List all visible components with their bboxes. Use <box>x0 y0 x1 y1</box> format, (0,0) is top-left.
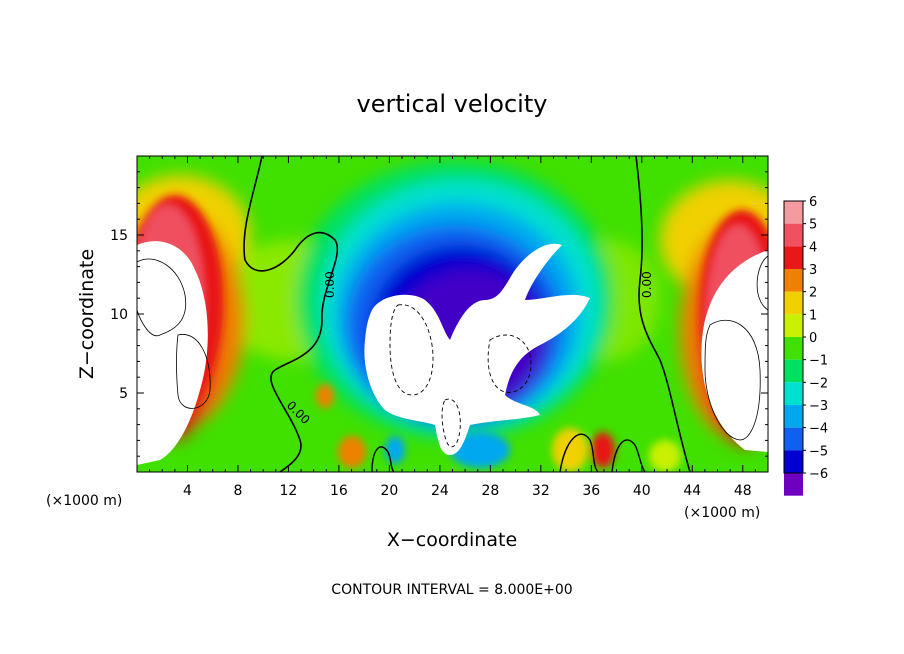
y-tick-label: 10 <box>110 307 128 323</box>
colorbar-frame <box>783 200 804 474</box>
x-tick-label: 4 <box>183 483 192 499</box>
right-white-core <box>701 250 768 452</box>
colorbar-swatch <box>784 359 803 383</box>
colorbar-label: 3 <box>809 263 817 278</box>
zero-contour-right <box>635 156 691 472</box>
plot-area: 0.00 0.00 0.00 <box>137 156 768 472</box>
dashed-contour-left <box>389 304 434 396</box>
contour-right-inner <box>704 319 761 441</box>
colorbar-swatch <box>784 269 803 292</box>
y-axis-label: Z−coordinate <box>76 249 98 379</box>
x-tick-label: 24 <box>431 483 449 499</box>
contour-lines <box>137 156 768 472</box>
colorbar-swatch <box>784 427 803 451</box>
contour-left-inner <box>176 334 211 409</box>
zero-contour-bottom-3 <box>371 446 395 472</box>
contour-right-outer <box>756 255 768 311</box>
x-tick-label: 16 <box>330 483 348 499</box>
colorbar-label: 2 <box>809 286 817 301</box>
left-white-core <box>137 241 208 465</box>
chart-title: vertical velocity <box>357 90 548 118</box>
colorbar-swatch <box>784 246 803 269</box>
contour-interval-text: CONTOUR INTERVAL = 8.000E+00 <box>331 582 572 598</box>
x-tick-label: 20 <box>380 483 398 499</box>
zero-contour-bottom-1 <box>559 433 599 472</box>
contour-label-left-upper: 0.00 <box>323 271 337 298</box>
zero-contour-left <box>243 156 339 472</box>
colorbar-label: −6 <box>809 467 828 482</box>
colorbar-swatch <box>784 291 803 315</box>
x-axis-ticks: 4 8 12 16 20 24 28 32 36 40 44 48 <box>149 156 756 499</box>
colorbar-label: −3 <box>809 399 828 414</box>
y-tick-label: 15 <box>110 228 128 244</box>
x-tick-label: 8 <box>233 483 242 499</box>
colorbar-label: −4 <box>809 422 828 437</box>
colorbar-label: 4 <box>809 240 817 255</box>
colorbar-swatch <box>784 314 803 337</box>
x-tick-label: 48 <box>734 483 752 499</box>
x-tick-label: 28 <box>481 483 499 499</box>
x-tick-label: 36 <box>582 483 600 499</box>
colorbar-label: 1 <box>809 308 817 323</box>
colorbar-swatch <box>784 473 803 496</box>
colorbar-swatch <box>784 382 803 405</box>
colorbar-label: 5 <box>809 218 817 233</box>
colorbar-swatch <box>784 223 803 247</box>
colorbar-swatch <box>784 337 803 360</box>
x-tick-label: 12 <box>280 483 298 499</box>
contour-left-outer <box>137 258 187 337</box>
colorbar-swatch <box>784 201 803 224</box>
colorbar-label: −1 <box>809 354 828 369</box>
x-tick-label: 40 <box>633 483 651 499</box>
contour-label-right: 0.00 <box>640 271 654 298</box>
y-unit-label: (×1000 m) <box>684 505 760 521</box>
x-tick-label: 32 <box>532 483 550 499</box>
y-axis-ticks: 5 10 15 <box>110 171 768 457</box>
field-core-layer <box>137 241 768 465</box>
colorbar-label: 6 <box>809 195 817 210</box>
x-unit-label: (×1000 m) <box>46 493 122 509</box>
x-axis-label: X−coordinate <box>387 529 517 551</box>
dashed-contour-lower <box>441 398 461 448</box>
colorbar: 6 5 4 3 2 1 0 −1 −2 −3 −4 −5 −6 <box>784 195 828 496</box>
central-white-region <box>364 243 590 455</box>
x-tick-label: 44 <box>683 483 701 499</box>
colorbar-swatch <box>784 405 803 428</box>
colorbar-label: −5 <box>809 444 828 459</box>
colorbar-label: −2 <box>809 376 828 391</box>
colorbar-swatch <box>784 450 803 473</box>
colorbar-label: 0 <box>809 331 817 346</box>
y-tick-label: 5 <box>119 386 128 402</box>
